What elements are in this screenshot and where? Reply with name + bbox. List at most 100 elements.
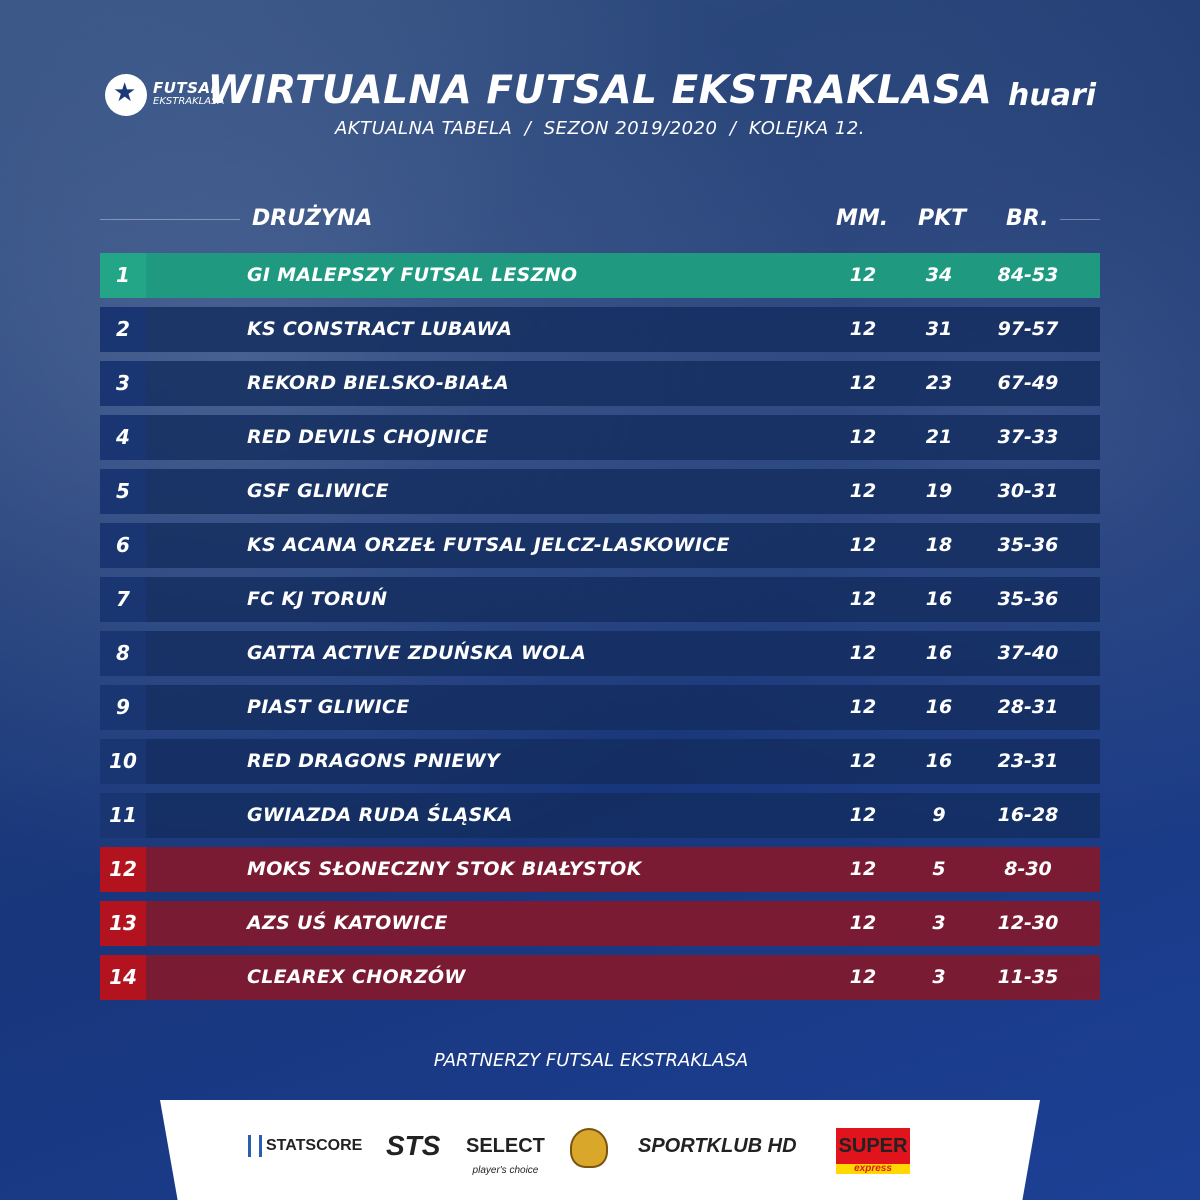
- row-goals: 67-49: [997, 372, 1059, 394]
- row-matches: 12: [849, 372, 877, 394]
- row-points: 3: [932, 912, 946, 934]
- statscore-icon: [248, 1134, 262, 1157]
- row-team-name: KS ACANA ORZEŁ FUTSAL JELCZ-LASKOWICE: [247, 534, 730, 556]
- row-points: 16: [925, 588, 953, 610]
- select-logo: SELECT player's choice: [466, 1128, 545, 1176]
- header: ★ FUTSAL EKSTRAKLASA WIRTUALNA FUTSAL EK…: [0, 0, 1200, 160]
- header-mm: MM.: [836, 206, 889, 231]
- logo-line1: FUTSAL: [153, 79, 221, 97]
- row-points: 3: [932, 966, 946, 988]
- row-team-name: PIAST GLIWICE: [247, 696, 410, 718]
- row-team-name: RED DRAGONS PNIEWY: [247, 750, 501, 772]
- table-row: 7 FC KJ TORUŃ 12 16 35-36: [100, 577, 1100, 622]
- table-row: 10 RED DRAGONS PNIEWY 12 16 23-31: [100, 739, 1100, 784]
- table-row: 4 RED DEVILS CHOJNICE 12 21 37-33: [100, 415, 1100, 460]
- row-goals: 37-40: [997, 642, 1059, 664]
- row-matches: 12: [849, 858, 877, 880]
- select-tagline: player's choice: [472, 1165, 539, 1176]
- row-goals: 11-35: [997, 966, 1059, 988]
- table-row: 8 GATTA ACTIVE ZDUŃSKA WOLA 12 16 37-40: [100, 631, 1100, 676]
- row-team-name: CLEAREX CHORZÓW: [247, 966, 466, 988]
- logo-line2: EKSTRAKLASA: [153, 96, 225, 107]
- table-row: 11 GWIAZDA RUDA ŚLĄSKA 12 9 16-28: [100, 793, 1100, 838]
- row-position: 4: [100, 415, 146, 460]
- row-matches: 12: [849, 588, 877, 610]
- page-subtitle: AKTUALNA TABELA / SEZON 2019/2020 / KOLE…: [334, 118, 866, 139]
- row-team-name: KS CONSTRACT LUBAWA: [247, 318, 513, 340]
- super-text: SUPER: [838, 1135, 908, 1157]
- row-points: 34: [925, 264, 953, 286]
- row-position: 3: [100, 361, 146, 406]
- row-position: 14: [100, 955, 146, 1000]
- futsal-ekstraklasa-logo: ★ FUTSAL EKSTRAKLASA: [105, 72, 225, 118]
- table-row: 9 PIAST GLIWICE 12 16 28-31: [100, 685, 1100, 730]
- row-team-name: AZS UŚ KATOWICE: [247, 912, 448, 934]
- row-matches: 12: [849, 804, 877, 826]
- header-divider: [100, 219, 240, 220]
- statscore-text: STATSCORE: [266, 1137, 363, 1154]
- table-row: 12 MOKS SŁONECZNY STOK BIAŁYSTOK 12 5 8-30: [100, 847, 1100, 892]
- row-team-name: GSF GLIWICE: [247, 480, 389, 502]
- row-team-name: GWIAZDA RUDA ŚLĄSKA: [247, 804, 513, 826]
- sts-logo: STS: [386, 1130, 441, 1161]
- row-points: 16: [925, 750, 953, 772]
- row-position: 2: [100, 307, 146, 352]
- table-row: 1 GI MALEPSZY FUTSAL LESZNO 12 34 84-53: [100, 253, 1100, 298]
- row-team-name: REKORD BIELSKO-BIAŁA: [247, 372, 510, 394]
- table-row: 6 KS ACANA ORZEŁ FUTSAL JELCZ-LASKOWICE 12…: [100, 523, 1100, 568]
- ball-icon: ★: [105, 74, 147, 116]
- row-team-name: MOKS SŁONECZNY STOK BIAŁYSTOK: [247, 858, 642, 880]
- header-pkt: PKT: [918, 206, 967, 231]
- row-position: 9: [100, 685, 146, 730]
- row-goals: 35-36: [997, 588, 1059, 610]
- row-position: 5: [100, 469, 146, 514]
- table-row: 2 KS CONSTRACT LUBAWA 12 31 97-57: [100, 307, 1100, 352]
- row-goals: 16-28: [997, 804, 1059, 826]
- crest-logo: [570, 1128, 608, 1168]
- sportklub-logo: SPORTKLUB HD: [638, 1135, 797, 1157]
- row-goals: 8-30: [1004, 858, 1052, 880]
- row-team-name: GATTA ACTIVE ZDUŃSKA WOLA: [247, 642, 587, 664]
- row-points: 31: [925, 318, 953, 340]
- row-points: 9: [932, 804, 946, 826]
- partners-bar: STATSCORE STS SELECT player's choice SPO…: [160, 1100, 1040, 1200]
- row-goals: 23-31: [997, 750, 1059, 772]
- row-points: 23: [925, 372, 953, 394]
- huari-logo: huari: [1008, 78, 1097, 113]
- header-team: DRUŻYNA: [252, 206, 373, 231]
- select-text: SELECT: [466, 1135, 545, 1157]
- row-position: 11: [100, 793, 146, 838]
- row-matches: 12: [849, 426, 877, 448]
- row-goals: 30-31: [997, 480, 1059, 502]
- row-matches: 12: [849, 480, 877, 502]
- row-goals: 35-36: [997, 534, 1059, 556]
- row-points: 16: [925, 642, 953, 664]
- row-position: 7: [100, 577, 146, 622]
- row-points: 21: [925, 426, 953, 448]
- statscore-logo: STATSCORE: [248, 1128, 362, 1164]
- table-row: 14 CLEAREX CHORZÓW 12 3 11-35: [100, 955, 1100, 1000]
- row-team-name: RED DEVILS CHOJNICE: [247, 426, 489, 448]
- row-matches: 12: [849, 966, 877, 988]
- page-title: WIRTUALNA FUTSAL EKSTRAKLASA: [207, 68, 993, 113]
- row-matches: 12: [849, 318, 877, 340]
- row-position: 8: [100, 631, 146, 676]
- row-points: 5: [932, 858, 946, 880]
- header-divider: [1060, 219, 1100, 220]
- row-matches: 12: [849, 642, 877, 664]
- row-points: 19: [925, 480, 953, 502]
- row-matches: 12: [849, 912, 877, 934]
- row-goals: 97-57: [997, 318, 1059, 340]
- row-matches: 12: [849, 696, 877, 718]
- express-text: express: [836, 1164, 910, 1174]
- row-position: 10: [100, 739, 146, 784]
- row-matches: 12: [849, 264, 877, 286]
- super-express-logo: SUPER express: [836, 1128, 910, 1174]
- table-row: 5 GSF GLIWICE 12 19 30-31: [100, 469, 1100, 514]
- table-row: 13 AZS UŚ KATOWICE 12 3 12-30: [100, 901, 1100, 946]
- row-team-name: GI MALEPSZY FUTSAL LESZNO: [247, 264, 578, 286]
- table-header: DRUŻYNA MM. PKT BR.: [100, 200, 1100, 240]
- row-goals: 12-30: [997, 912, 1059, 934]
- row-position: 1: [100, 253, 146, 298]
- header-br: BR.: [1006, 206, 1049, 231]
